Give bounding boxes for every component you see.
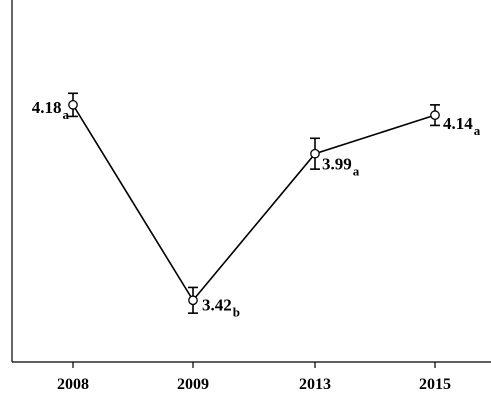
x-tick-label: 2013 [299,376,331,393]
data-label: 4.18a [32,98,70,122]
x-axis-ticks [72,362,436,368]
data-labels: 4.18a 3.42b 3.99a 4.14a [32,98,481,319]
data-point [188,295,198,306]
data-point [430,110,440,120]
x-tick-label: 2015 [419,376,451,393]
data-label: 4.14a [443,114,481,138]
data-label: 3.99a [322,155,360,179]
x-tick-label: 2008 [57,376,89,393]
data-label: 3.42b [202,295,240,319]
series-line [72,104,436,302]
x-axis-tick-labels: 2008 2009 2013 2015 [57,376,451,393]
data-points [68,100,440,306]
data-point [310,148,320,159]
x-tick-label: 2009 [177,376,209,393]
error-bars [68,92,440,314]
data-point [68,100,78,110]
